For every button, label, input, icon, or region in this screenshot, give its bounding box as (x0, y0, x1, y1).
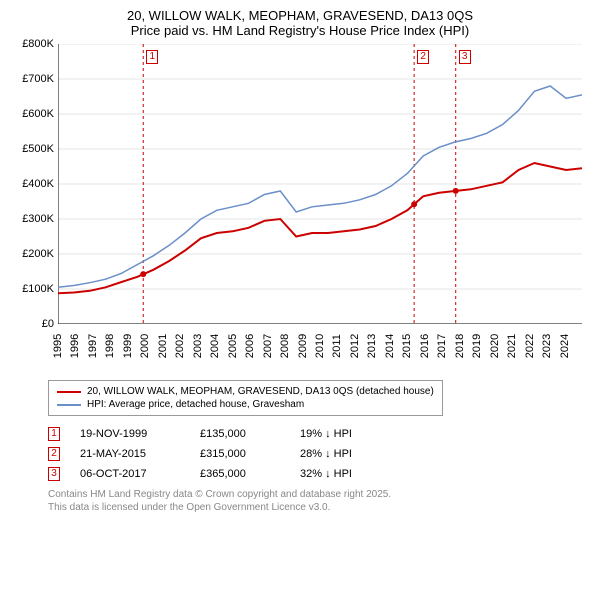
transaction-date: 19-NOV-1999 (80, 428, 180, 440)
x-tick-label: 2001 (157, 334, 169, 358)
x-tick-label: 2018 (454, 334, 466, 358)
x-tick-label: 2022 (524, 334, 536, 358)
y-tick-label: £500K (8, 143, 54, 155)
y-tick-label: £200K (8, 248, 54, 260)
transaction-marker: 1 (48, 427, 60, 441)
x-tick-label: 2010 (314, 334, 326, 358)
x-tick-label: 2023 (541, 334, 553, 358)
transaction-row: 3 06-OCT-2017 £365,000 32% ↓ HPI (48, 464, 592, 484)
y-tick-label: £400K (8, 178, 54, 190)
x-tick-label: 2000 (139, 334, 151, 358)
x-tick-label: 2016 (419, 334, 431, 358)
legend-label-property: 20, WILLOW WALK, MEOPHAM, GRAVESEND, DA1… (87, 386, 434, 397)
transaction-date: 21-MAY-2015 (80, 448, 180, 460)
x-tick-label: 2017 (436, 334, 448, 358)
chart-svg (58, 44, 582, 324)
x-tick-label: 1995 (52, 334, 64, 358)
x-tick-label: 2002 (174, 334, 186, 358)
x-tick-label: 2013 (366, 334, 378, 358)
x-tick-label: 1999 (122, 334, 134, 358)
y-tick-label: £700K (8, 73, 54, 85)
x-tick-label: 1996 (69, 334, 81, 358)
legend-row-hpi: HPI: Average price, detached house, Grav… (57, 398, 434, 411)
y-tick-label: £100K (8, 283, 54, 295)
chart-marker: 3 (459, 50, 471, 64)
x-tick-label: 1998 (104, 334, 116, 358)
transaction-marker: 2 (48, 447, 60, 461)
x-tick-label: 2019 (471, 334, 483, 358)
transaction-delta: 32% ↓ HPI (300, 468, 352, 480)
chart-subtitle: Price paid vs. HM Land Registry's House … (8, 23, 592, 38)
chart-area: £0£100K£200K£300K£400K£500K£600K£700K£80… (8, 44, 592, 374)
x-tick-label: 2020 (489, 334, 501, 358)
transaction-row: 1 19-NOV-1999 £135,000 19% ↓ HPI (48, 424, 592, 444)
transaction-price: £135,000 (200, 428, 280, 440)
x-tick-label: 2005 (227, 334, 239, 358)
y-tick-label: £600K (8, 108, 54, 120)
x-tick-label: 2014 (384, 334, 396, 358)
y-tick-label: £800K (8, 38, 54, 50)
legend-swatch-hpi (57, 404, 81, 406)
chart-marker: 1 (146, 50, 158, 64)
legend-swatch-property (57, 391, 81, 393)
y-tick-label: £300K (8, 213, 54, 225)
x-tick-label: 2021 (506, 334, 518, 358)
footer-line2: This data is licensed under the Open Gov… (48, 501, 592, 514)
x-tick-label: 2008 (279, 334, 291, 358)
chart-marker: 2 (417, 50, 429, 64)
x-tick-label: 2012 (349, 334, 361, 358)
legend: 20, WILLOW WALK, MEOPHAM, GRAVESEND, DA1… (48, 380, 443, 416)
x-tick-label: 2011 (331, 334, 343, 358)
footer: Contains HM Land Registry data © Crown c… (48, 488, 592, 514)
legend-label-hpi: HPI: Average price, detached house, Grav… (87, 399, 304, 410)
x-tick-label: 2006 (244, 334, 256, 358)
x-tick-label: 2024 (559, 334, 571, 358)
chart-title: 20, WILLOW WALK, MEOPHAM, GRAVESEND, DA1… (8, 8, 592, 23)
transactions-table: 1 19-NOV-1999 £135,000 19% ↓ HPI 2 21-MAY-201… (48, 424, 592, 484)
x-tick-label: 2007 (262, 334, 274, 358)
transaction-date: 06-OCT-2017 (80, 468, 180, 480)
footer-line1: Contains HM Land Registry data © Crown c… (48, 488, 592, 501)
transaction-delta: 28% ↓ HPI (300, 448, 352, 460)
transaction-price: £315,000 (200, 448, 280, 460)
transaction-row: 2 21-MAY-2015 £315,000 28% ↓ HPI (48, 444, 592, 464)
y-tick-label: £0 (8, 318, 54, 330)
x-tick-label: 1997 (87, 334, 99, 358)
x-tick-label: 2003 (192, 334, 204, 358)
transaction-marker: 3 (48, 467, 60, 481)
transaction-delta: 19% ↓ HPI (300, 428, 352, 440)
x-tick-label: 2009 (297, 334, 309, 358)
plot-region (58, 44, 582, 324)
x-tick-label: 2004 (209, 334, 221, 358)
transaction-price: £365,000 (200, 468, 280, 480)
x-tick-label: 2015 (401, 334, 413, 358)
legend-row-property: 20, WILLOW WALK, MEOPHAM, GRAVESEND, DA1… (57, 385, 434, 398)
